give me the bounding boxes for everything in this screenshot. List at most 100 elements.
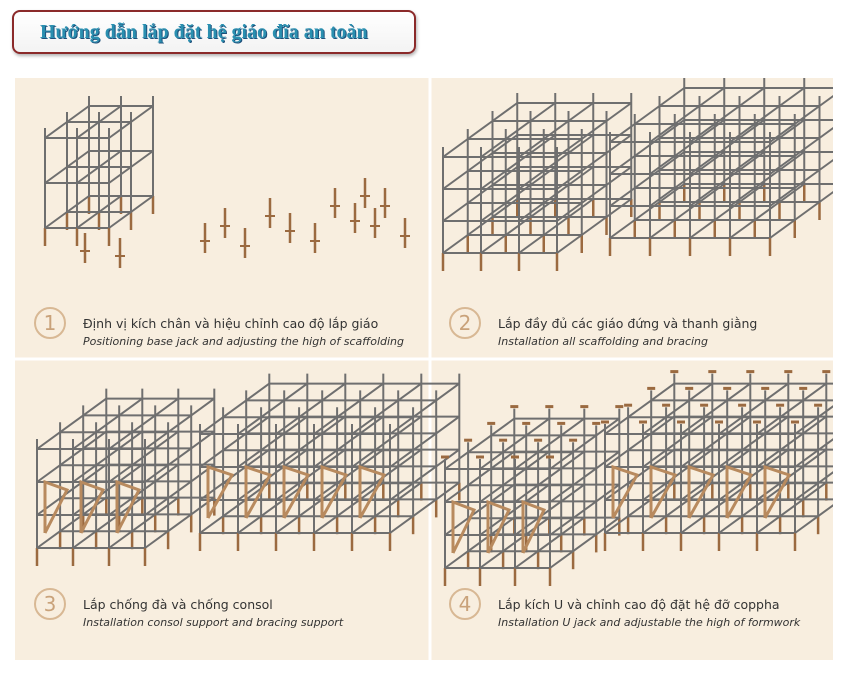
ledger <box>649 123 676 143</box>
ledger <box>199 416 224 435</box>
ledger <box>688 448 713 468</box>
ledger <box>412 432 437 452</box>
ledger <box>817 471 833 485</box>
ledger <box>549 451 574 470</box>
ledger <box>72 497 97 516</box>
ledger <box>726 382 751 402</box>
step-number: 3 <box>44 592 57 616</box>
ledger <box>689 123 716 143</box>
scaffold <box>608 78 833 256</box>
ledger <box>627 465 652 485</box>
ledger <box>729 155 756 175</box>
scaffold <box>198 373 461 551</box>
ledger <box>642 482 667 501</box>
ledger <box>689 187 716 207</box>
brace <box>649 464 678 519</box>
ledger <box>82 430 107 450</box>
ledger <box>718 416 743 435</box>
ledger <box>567 102 594 122</box>
ledger <box>412 498 437 518</box>
ledger <box>714 105 741 125</box>
ledger <box>237 515 262 534</box>
ledger <box>237 482 262 501</box>
ledger <box>769 219 796 239</box>
ledger <box>627 432 652 452</box>
diagram: 1 Định vị kích chân và hiệu chỉnh cao độ … <box>15 78 833 660</box>
ledger <box>754 137 781 157</box>
ledger <box>359 382 384 402</box>
ledger <box>199 515 224 534</box>
ledger <box>703 399 728 419</box>
ledger <box>479 451 504 470</box>
ledger <box>650 382 675 402</box>
ledger <box>44 211 68 229</box>
ledger <box>130 150 154 168</box>
ledger <box>689 219 716 239</box>
ledger <box>82 463 107 483</box>
ledger <box>95 414 120 434</box>
ledger <box>581 184 608 204</box>
ledger <box>467 120 494 140</box>
ledger <box>144 530 169 549</box>
ledger <box>818 190 833 203</box>
ledger <box>444 517 469 536</box>
ledger <box>680 449 705 468</box>
ledger <box>680 515 705 534</box>
ledger <box>298 498 323 518</box>
ledger <box>397 415 422 435</box>
ledger <box>479 484 504 503</box>
ledger <box>336 498 361 518</box>
ledger <box>634 105 661 125</box>
ledger <box>609 123 636 143</box>
ledger <box>778 119 805 139</box>
ledger <box>480 170 507 190</box>
scaffold <box>601 370 833 551</box>
ledger <box>779 399 804 419</box>
ledger <box>518 234 545 254</box>
ledger <box>549 484 574 503</box>
ledger <box>537 434 562 454</box>
ledger <box>665 498 690 518</box>
ledger <box>543 120 570 140</box>
ledger <box>718 449 743 468</box>
brace <box>115 479 142 534</box>
ledger <box>59 513 84 533</box>
ledger <box>650 448 675 468</box>
ledger <box>756 482 781 501</box>
scaffold <box>35 388 216 566</box>
ledger <box>514 484 539 503</box>
ledger <box>680 482 705 501</box>
ledger <box>260 399 285 419</box>
brace <box>43 479 70 534</box>
ledger <box>818 158 833 171</box>
ledger <box>572 533 597 553</box>
ledger <box>389 449 414 468</box>
ledger <box>479 550 504 569</box>
ledger <box>556 170 583 190</box>
ledger <box>703 498 728 518</box>
ledger <box>764 415 789 435</box>
ledger <box>397 481 422 501</box>
ledger <box>572 467 597 487</box>
step-number: 1 <box>44 311 57 335</box>
step-en: Installation all scaffolding and bracing <box>498 335 708 348</box>
ledger <box>817 504 833 518</box>
ledger <box>525 417 550 437</box>
ledger <box>802 481 827 501</box>
ledger <box>260 465 285 485</box>
ledger <box>794 137 821 157</box>
ledger <box>374 399 399 419</box>
ledger <box>581 152 608 172</box>
ledger <box>729 187 756 207</box>
ledger <box>556 138 583 158</box>
ledger <box>741 399 766 419</box>
ledger <box>76 211 100 229</box>
ledger <box>442 202 469 222</box>
ledger <box>237 416 262 435</box>
ledger <box>817 438 833 452</box>
ledger <box>130 105 154 123</box>
ledger <box>59 447 84 467</box>
ledger <box>756 449 781 468</box>
step-number: 4 <box>459 592 472 616</box>
ledger <box>351 449 376 468</box>
